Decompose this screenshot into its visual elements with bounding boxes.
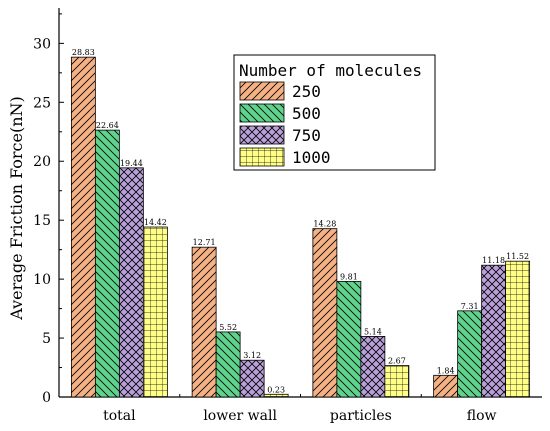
bar-250-total (70, 56, 96, 398)
legend-label-1000: 1000 (292, 148, 331, 167)
legend-swatch-500 (239, 103, 285, 123)
x-axis: total lower wall particles flow (59, 392, 542, 424)
legend-swatch-1000 (239, 147, 285, 167)
bar-1000-lower-wall (263, 393, 289, 398)
legend-label-500: 500 (292, 104, 321, 123)
y-tick-label: 20 (33, 154, 51, 170)
x-tick-label: flow (467, 408, 497, 424)
data-label: 11.18 (482, 256, 505, 265)
legend-swatch-750 (239, 125, 285, 145)
y-tick-label: 30 (33, 36, 51, 52)
x-tick-label: lower wall (203, 408, 277, 424)
bar-1000-flow (505, 260, 531, 398)
bar-250-flow (433, 374, 459, 398)
bar-500-total (94, 129, 120, 398)
y-tick-label: 15 (33, 213, 51, 229)
data-label: 9.81 (340, 272, 358, 281)
bar-1000-total (142, 226, 168, 398)
bar-750-particles (360, 336, 386, 398)
bar-750-lower-wall (239, 359, 265, 398)
legend: Number of molecules 250 500 750 1000 (233, 54, 436, 171)
bar-1000-particles (384, 365, 410, 398)
bar-500-flow (457, 310, 483, 398)
y-tick-label: 5 (42, 331, 51, 347)
y-axis: 0 5 10 15 20 25 30 (33, 8, 64, 406)
y-tick-label: 25 (33, 95, 51, 111)
data-label: 14.42 (144, 218, 167, 227)
bar-500-lower-wall (215, 331, 241, 398)
data-label: 12.71 (193, 238, 216, 247)
data-label: 3.12 (243, 351, 261, 360)
data-label: 5.52 (219, 323, 237, 332)
data-label: 1.84 (437, 366, 455, 375)
bars (70, 56, 531, 398)
data-label: 22.64 (96, 121, 119, 130)
y-tick-label: 10 (33, 272, 51, 288)
bar-250-particles (312, 228, 338, 398)
y-tick-label: 0 (42, 390, 51, 406)
bar-750-flow (481, 264, 507, 398)
legend-label-250: 250 (292, 82, 321, 101)
legend-title: Number of molecules (239, 61, 422, 80)
legend-swatch-250 (239, 81, 285, 101)
data-label: 0.23 (267, 385, 285, 394)
bar-500-particles (336, 280, 362, 398)
data-label: 7.31 (461, 302, 479, 311)
x-tick-label: particles (330, 408, 392, 424)
x-tick-label: total (103, 408, 136, 424)
data-label: 19.44 (120, 159, 143, 168)
legend-label-750: 750 (292, 126, 321, 145)
y-axis-title: Average Friction Force(nN) (7, 96, 26, 321)
data-label: 2.67 (388, 357, 406, 366)
data-label: 11.52 (506, 252, 529, 261)
data-label: 14.28 (313, 220, 336, 229)
data-label: 5.14 (364, 327, 382, 336)
data-labels: 28.83 22.64 19.44 14.42 12.71 5.52 3.12 0.23 14.… (72, 48, 529, 394)
data-label: 28.83 (72, 48, 95, 57)
bar-750-total (118, 167, 144, 398)
bar-250-lower-wall (191, 246, 217, 398)
